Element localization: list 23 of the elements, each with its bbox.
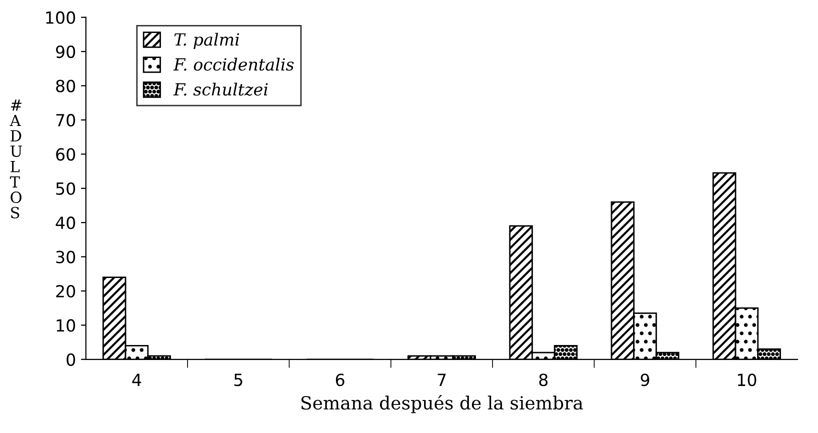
x-tick-label: 9 xyxy=(640,374,650,386)
x-tick-label: 6 xyxy=(336,374,344,386)
x-tick-label: 10 xyxy=(738,374,756,386)
y-tick-label: 30 xyxy=(56,250,76,264)
x-tick-label: 5 xyxy=(234,374,242,386)
y-tick-label: 80 xyxy=(56,80,76,92)
y-tick-label: 10 xyxy=(56,319,76,332)
y-tick-label: 70 xyxy=(56,114,76,127)
legend-label: T. palmi xyxy=(174,32,240,49)
y-tick-label: 100 xyxy=(46,11,76,24)
x-tick-label: 4 xyxy=(132,374,142,386)
legend-label: F. occidentalis xyxy=(173,58,294,71)
y-tick-label: 40 xyxy=(56,216,76,230)
x-tick-label: 8 xyxy=(539,374,548,386)
y-axis-title: # A D U L T O S xyxy=(10,100,22,218)
y-tick-label: 20 xyxy=(56,284,76,298)
y-tick-label: 90 xyxy=(56,45,76,58)
y-tick-label: 60 xyxy=(56,148,76,161)
y-tick-label: 0 xyxy=(66,353,76,366)
x-axis-title: Semana después de la siembra xyxy=(301,394,583,414)
legend-label: F. schultzei xyxy=(173,82,268,96)
y-tick-label: 50 xyxy=(56,182,76,195)
x-tick-label: 7 xyxy=(438,374,446,386)
